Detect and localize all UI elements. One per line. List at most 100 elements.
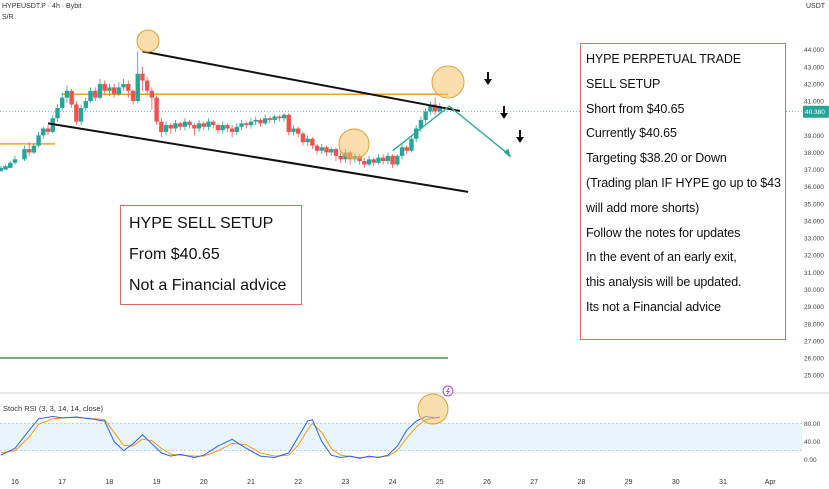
candle-body <box>432 104 438 112</box>
candle-body <box>22 149 27 160</box>
current-price-tag <box>803 105 829 118</box>
candle-body <box>437 106 442 112</box>
candle-body <box>262 118 268 124</box>
candle-body <box>277 116 282 119</box>
candle-body <box>78 107 84 122</box>
candle-body <box>267 118 273 120</box>
candle-body <box>93 90 98 98</box>
candle-body <box>296 128 301 134</box>
candle-body <box>135 73 140 102</box>
candle-body <box>163 125 169 132</box>
y-tick-label: 25.000 <box>804 373 824 380</box>
symbol-title: HYPEUSDT.P · 4h · Bybit <box>2 3 82 10</box>
stoch-rsi-label: Stoch RSI (3, 3, 14, 14, close) <box>3 404 104 413</box>
candle-body <box>371 159 376 163</box>
sell-setup-note: HYPE SELL SETUP From $40.65 Not a Financ… <box>120 205 302 305</box>
y-tick-label: 37.000 <box>804 167 824 174</box>
y-tick-label: 29.000 <box>804 304 824 311</box>
x-tick-label: 24 <box>389 479 397 486</box>
down-arrow-icon <box>500 113 508 119</box>
y-tick-label: 42.000 <box>804 81 824 88</box>
stoch-y-tick-label: 0.00 <box>804 457 817 464</box>
candle-body <box>305 138 310 143</box>
candle-body <box>281 114 287 119</box>
candle-body <box>196 123 202 129</box>
highlight-circle <box>431 65 465 99</box>
x-tick-label: 21 <box>247 479 255 486</box>
candle-body <box>286 114 291 132</box>
candle-body <box>45 128 51 132</box>
candle-body <box>366 159 372 165</box>
candle-body <box>385 155 391 162</box>
candle-body <box>83 101 88 108</box>
candle-body <box>116 87 122 95</box>
candle-body <box>12 159 18 163</box>
highlight-circle <box>417 393 449 425</box>
candle-body <box>399 147 405 156</box>
candle-body <box>97 83 103 98</box>
note-line: In the event of an early exit, <box>586 250 737 265</box>
x-tick-label: 29 <box>625 479 633 486</box>
note-line: Currently $40.65 <box>586 126 677 141</box>
y-tick-label: 33.000 <box>804 236 824 243</box>
candle-body <box>418 119 424 129</box>
x-tick-label: 28 <box>578 479 586 486</box>
highlight-circle <box>338 128 370 160</box>
candle-body <box>333 149 339 156</box>
candle-body <box>300 133 306 143</box>
candle-body <box>149 90 155 98</box>
candle-body <box>159 121 164 132</box>
x-tick-label: 31 <box>719 479 727 486</box>
note-line: Not a Financial advice <box>129 277 287 294</box>
candle-body <box>74 104 79 122</box>
candle-body <box>126 83 131 91</box>
candle-body <box>173 123 178 129</box>
candle-body <box>234 126 240 132</box>
projection-arrowhead <box>503 148 511 158</box>
candle-body <box>244 123 249 126</box>
trendline-upper <box>142 50 460 112</box>
down-arrow-icon <box>516 137 524 143</box>
x-tick-label: 20 <box>200 479 208 486</box>
candle-body <box>102 83 107 91</box>
candle-body <box>55 107 60 119</box>
candle-body <box>314 145 320 151</box>
y-tick-label: 30.000 <box>804 287 824 294</box>
candle-body <box>414 128 419 139</box>
y-tick-label: 39.000 <box>804 133 824 140</box>
currency-label: USDT <box>806 3 826 10</box>
note-line: From $40.65 <box>129 246 220 263</box>
candle-body <box>206 121 211 127</box>
candle-body <box>338 155 343 160</box>
candle-body <box>357 155 362 162</box>
candle-body <box>329 149 334 153</box>
candle-body <box>36 135 41 146</box>
candle-body <box>130 90 136 102</box>
candle-body <box>380 157 386 162</box>
candle-body <box>215 125 221 131</box>
note-line: Its not a Financial advice <box>586 299 721 314</box>
candle-body <box>272 116 277 120</box>
candle-body <box>239 123 244 127</box>
candle-body <box>395 155 400 165</box>
trendline-lower <box>47 122 469 193</box>
candle-body <box>0 167 4 172</box>
x-tick-label: 22 <box>294 479 302 486</box>
x-tick-label: 30 <box>672 479 680 486</box>
candle-body <box>428 104 433 112</box>
candle-body <box>324 147 329 153</box>
note-line: HYPE PERPETUAL TRADE <box>586 52 741 66</box>
candle-body <box>144 80 150 91</box>
y-tick-label: 27.000 <box>804 338 824 345</box>
note-line: (Trading plan IF HYPE go up to $43 <box>586 175 781 190</box>
candle-body <box>291 128 296 132</box>
y-tick-label: 26.000 <box>804 356 824 363</box>
y-tick-label: 38.000 <box>804 150 824 157</box>
candle-body <box>41 128 46 136</box>
x-tick-label: 26 <box>483 479 491 486</box>
candle-body <box>192 125 197 129</box>
y-tick-label: 28.000 <box>804 321 824 328</box>
candle-body <box>111 87 117 95</box>
candle-body <box>182 121 188 127</box>
